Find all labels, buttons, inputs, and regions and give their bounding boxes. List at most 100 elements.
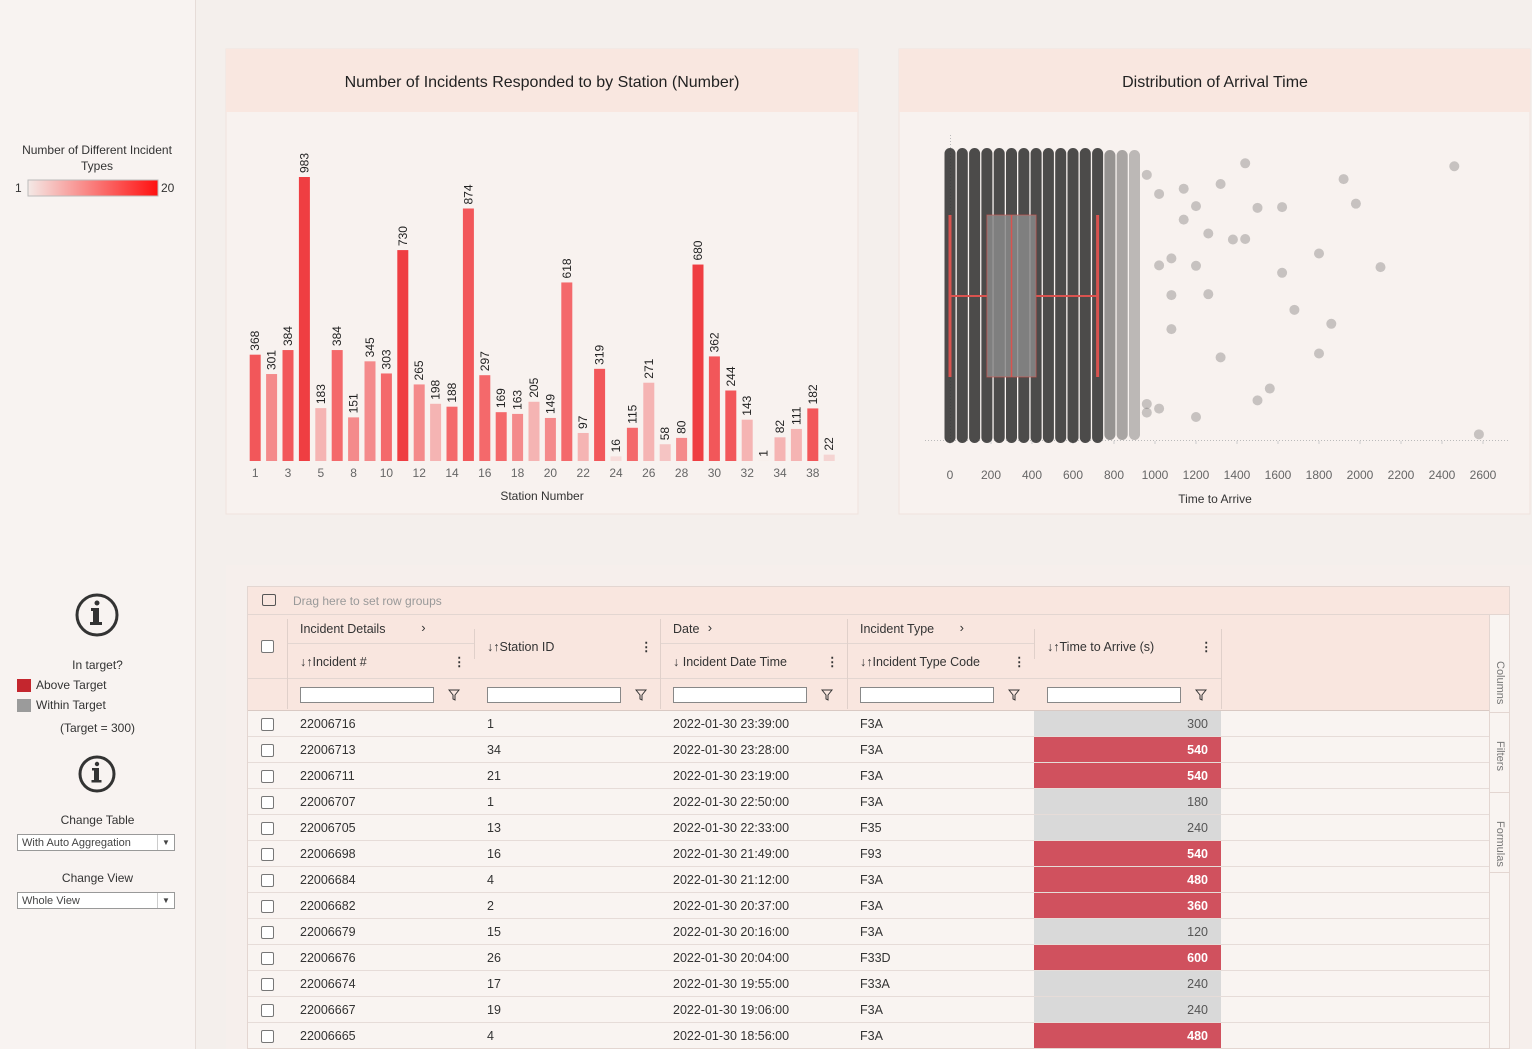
point: [1449, 161, 1460, 172]
chk[interactable]: [261, 1030, 274, 1043]
info-stem[interactable]: [91, 768, 102, 783]
chk[interactable]: [261, 848, 274, 861]
info-dot[interactable]: [94, 761, 100, 767]
column-menu[interactable]: ⋮: [640, 640, 653, 654]
point: [1326, 318, 1337, 329]
filter-icon[interactable]: [821, 689, 833, 701]
column-header[interactable]: ↓↑Incident Type Code: [860, 655, 980, 669]
bar: [479, 375, 491, 461]
column-header[interactable]: ↓↑Time to Arrive (s): [1047, 640, 1155, 654]
chk[interactable]: [261, 926, 274, 939]
info-icon[interactable]: [78, 755, 116, 793]
side-tab[interactable]: Filters: [1494, 741, 1506, 771]
value-label: 80: [675, 420, 689, 434]
column-menu[interactable]: ⋮: [1013, 655, 1026, 669]
x-tick-label: 1600: [1265, 468, 1292, 482]
funnel[interactable]: [821, 689, 833, 701]
point: [1141, 407, 1152, 418]
column-header[interactable]: ↓ Incident Date Time: [673, 655, 787, 669]
time-value: 240: [1187, 1003, 1208, 1017]
column-group[interactable]: Date: [673, 622, 700, 636]
filter-icon[interactable]: [635, 689, 647, 701]
value-label: 319: [593, 344, 607, 364]
point: [1277, 267, 1288, 278]
side-tab[interactable]: Formulas: [1494, 821, 1506, 867]
point: [1240, 234, 1251, 245]
value-label: 151: [347, 393, 361, 413]
funnel[interactable]: [635, 689, 647, 701]
x-tick-label: 5: [317, 466, 324, 480]
table-cell: 22006674: [300, 977, 356, 991]
select-arrow[interactable]: ▼: [157, 893, 174, 908]
chk[interactable]: [261, 874, 274, 887]
filter-input[interactable]: [300, 687, 434, 703]
point: [1191, 260, 1201, 271]
column-header[interactable]: ↓↑Incident #: [300, 655, 367, 669]
bar: [315, 408, 327, 461]
group-chevron[interactable]: ›: [707, 620, 713, 635]
info-circle[interactable]: [75, 593, 119, 637]
table-select[interactable]: With Auto Aggregation ▼: [17, 834, 175, 851]
filter-icon[interactable]: [448, 689, 460, 701]
side-tab[interactable]: Columns: [1494, 661, 1506, 705]
x-tick-label: 0: [947, 468, 954, 482]
funnel[interactable]: [448, 689, 460, 701]
time-value: 600: [1187, 951, 1208, 965]
table-cell: F3A: [860, 1029, 883, 1043]
filter-icon[interactable]: [1195, 689, 1207, 701]
select-arrow[interactable]: ▼: [157, 835, 174, 850]
legend-max: 20: [161, 181, 175, 195]
info-icon[interactable]: [75, 593, 119, 637]
bar: [774, 437, 786, 461]
point: [1227, 234, 1238, 245]
x-tick-label: 2200: [1388, 468, 1415, 482]
column-menu[interactable]: ⋮: [1200, 640, 1213, 654]
chk[interactable]: [261, 900, 274, 913]
filter-input[interactable]: [487, 687, 621, 703]
chk[interactable]: [261, 718, 274, 731]
filter-icon[interactable]: [1008, 689, 1020, 701]
info-stem[interactable]: [90, 608, 102, 625]
table-cell: 2022-01-30 20:16:00: [673, 925, 790, 939]
bar: [512, 413, 524, 461]
funnel[interactable]: [1008, 689, 1020, 701]
time-cell: [1034, 971, 1221, 996]
column-menu[interactable]: ⋮: [826, 655, 839, 669]
column-header[interactable]: ↓↑Station ID: [487, 640, 555, 654]
point: [1191, 201, 1201, 212]
filter-input[interactable]: [1047, 687, 1181, 703]
group-chevron[interactable]: ›: [421, 620, 426, 635]
bar: [446, 406, 458, 461]
select-value: Whole View: [22, 895, 80, 907]
chk[interactable]: [261, 640, 274, 653]
chk[interactable]: [261, 770, 274, 783]
chk[interactable]: [261, 822, 274, 835]
group-chevron[interactable]: ›: [959, 620, 964, 635]
point: [1289, 304, 1300, 315]
info-circle[interactable]: [78, 755, 116, 793]
value-label: 244: [724, 366, 738, 386]
chk[interactable]: [261, 952, 274, 965]
info-dot[interactable]: [94, 600, 100, 606]
column-group[interactable]: Incident Type: [860, 622, 935, 636]
filter-input[interactable]: [673, 687, 807, 703]
column-menu[interactable]: ⋮: [453, 655, 466, 669]
chk[interactable]: [261, 796, 274, 809]
point: [1215, 179, 1226, 190]
chk[interactable]: [261, 978, 274, 991]
view-select[interactable]: Whole View ▼: [17, 892, 175, 909]
row-bg: [248, 815, 1489, 841]
chk[interactable]: [261, 1004, 274, 1017]
toolbar-icon[interactable]: [262, 594, 276, 606]
funnel[interactable]: [1195, 689, 1207, 701]
filter-input[interactable]: [860, 687, 994, 703]
column-group[interactable]: Incident Details: [300, 622, 386, 636]
table-cell: F33A: [860, 977, 890, 991]
point-cloud: [1129, 150, 1140, 440]
point: [1141, 169, 1152, 180]
bar: [528, 401, 540, 461]
bar: [495, 412, 507, 461]
chk[interactable]: [261, 744, 274, 757]
time-cell: [1034, 789, 1221, 814]
time-value: 540: [1187, 743, 1208, 757]
